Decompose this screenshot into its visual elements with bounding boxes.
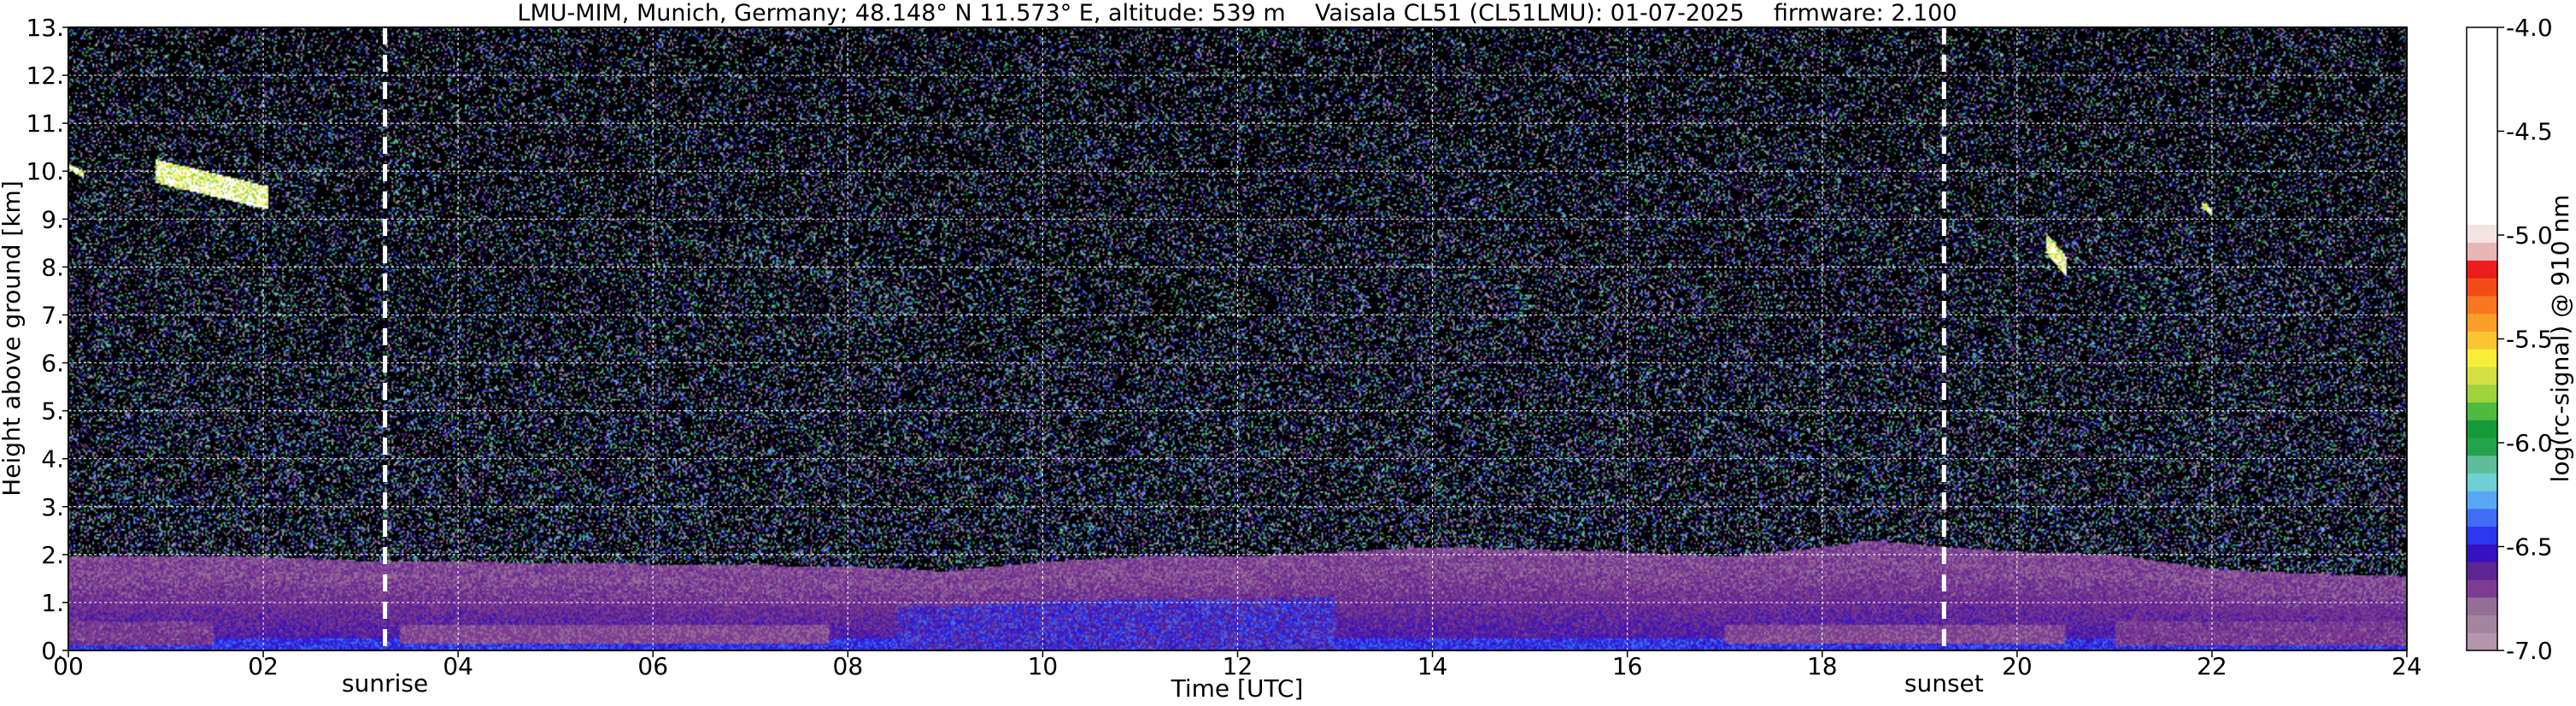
colorbar-segment [2467, 632, 2497, 651]
y-tick-label: 9. [41, 205, 64, 233]
y-tick-label: 8. [41, 253, 64, 281]
x-tick-label: 02 [248, 652, 279, 680]
colorbar-segment [2467, 615, 2497, 633]
colorbar-segment [2467, 349, 2497, 368]
x-tick-label: 06 [637, 652, 668, 680]
colorbar-label: log(rc-signal) @ 910 nm [2546, 195, 2574, 483]
colorbar-segment [2467, 597, 2497, 615]
x-tick-label: 04 [443, 652, 473, 680]
x-tick-label: 20 [2002, 652, 2033, 680]
colorbar-segment [2467, 331, 2497, 350]
x-tick-label: 12 [1223, 652, 1253, 680]
colorbar-segment [2467, 455, 2497, 474]
y-axis-label: Height above ground [km] [0, 180, 26, 497]
colorbar-segment-white [2467, 27, 2497, 225]
colorbar-tick-label: -7.0 [2506, 637, 2553, 665]
x-axis-ticks: 00 02 04 06 08 10 12 14 16 18 20 22 24 [53, 650, 2422, 680]
x-tick-label: 10 [1028, 652, 1059, 680]
x-tick-label: 18 [1807, 652, 1838, 680]
colorbar-segment [2467, 437, 2497, 456]
colorbar: -7.0 -6.5 -6.0 -5.5 -5.0 -4.5 -4.0 log(rc-sign… [2466, 14, 2574, 665]
y-axis-ticks: 0. 1. 2. 3. 4. 5. 6. 7. 8. 9. 10. 11. 12. 13. [26, 14, 68, 665]
colorbar-segment [2467, 313, 2497, 332]
colorbar-tick-label: -5.5 [2506, 326, 2553, 354]
colorbar-segment [2467, 526, 2497, 544]
event-lines [383, 27, 1946, 650]
colorbar-segment [2467, 224, 2497, 244]
colorbar-ticks: -7.0 -6.5 -6.0 -5.5 -5.0 -4.5 -4.0 [2497, 14, 2553, 665]
y-tick-label: 2. [41, 541, 64, 569]
colorbar-tick-label: -4.0 [2506, 14, 2553, 42]
colorbar-segment [2467, 242, 2497, 261]
x-tick-label: 00 [53, 652, 84, 680]
x-tick-label: 08 [833, 652, 864, 680]
colorbar-segment [2467, 384, 2497, 403]
colorbar-segment [2467, 366, 2497, 385]
colorbar-segment [2467, 402, 2497, 421]
x-tick-label: 22 [2197, 652, 2227, 680]
y-tick-label: 10. [26, 157, 64, 185]
colorbar-tick-label: -6.0 [2506, 429, 2553, 457]
sunrise-label: sunrise [342, 669, 428, 697]
y-tick-label: 5. [41, 397, 64, 426]
x-tick-label: 24 [2391, 652, 2422, 680]
colorbar-segment [2467, 579, 2497, 598]
colorbar-segment [2467, 278, 2497, 297]
colorbar-tick-label: -4.5 [2506, 118, 2553, 146]
y-tick-label: 3. [41, 493, 64, 521]
colorbar-segment [2467, 420, 2497, 438]
y-tick-label: 1. [41, 589, 64, 617]
grid [68, 27, 2407, 650]
y-tick-label: 11. [26, 109, 64, 138]
colorbar-segment [2467, 491, 2497, 509]
sunset-label: sunset [1904, 669, 1984, 697]
colorbar-segment [2467, 295, 2497, 315]
x-axis-label: Time [UTC] [1171, 674, 1304, 703]
y-tick-label: 0. [41, 637, 64, 665]
colorbar-segment [2467, 473, 2497, 491]
y-tick-label: 12. [26, 62, 64, 90]
y-tick-label: 4. [41, 445, 64, 474]
y-tick-label: 6. [41, 350, 64, 378]
chart-title: LMU-MIM, Munich, Germany; 48.148° N 11.5… [517, 0, 1957, 26]
y-tick-label: 13. [26, 14, 64, 42]
colorbar-segment [2467, 260, 2497, 279]
event-labels: sunrise sunset [342, 669, 1984, 697]
colorbar-segment [2467, 508, 2497, 527]
colorbar-segments [2467, 27, 2497, 651]
colorbar-tick-label: -5.0 [2506, 221, 2553, 250]
colorbar-segment [2467, 544, 2497, 562]
colorbar-segment [2467, 562, 2497, 580]
y-tick-label: 7. [41, 301, 64, 329]
colorbar-tick-label: -6.5 [2506, 533, 2553, 562]
x-tick-label: 16 [1612, 652, 1643, 680]
x-tick-label: 14 [1417, 652, 1448, 680]
